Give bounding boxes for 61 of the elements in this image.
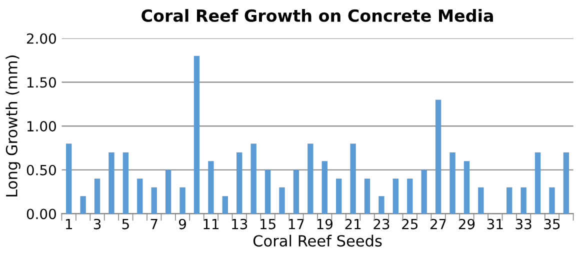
bar (378, 196, 384, 214)
bar (364, 178, 370, 214)
bar (137, 178, 143, 214)
x-tick-label: 29 (458, 218, 475, 230)
bar (66, 144, 72, 214)
x-tick-label: 17 (288, 219, 304, 230)
x-tick-label: 15 (260, 219, 276, 230)
x-tick-label: 3 (94, 218, 101, 230)
x-tick-label: 5 (122, 219, 129, 230)
bar (392, 178, 399, 214)
bar (250, 144, 256, 214)
bar (94, 178, 100, 214)
bar (350, 144, 356, 214)
y-tick-label: 1.50 (27, 77, 56, 88)
bar (336, 178, 342, 214)
x-tick-label: 33 (516, 218, 532, 230)
y-tick-label: 1.00 (27, 121, 56, 132)
bar (534, 152, 541, 214)
bar (435, 100, 442, 214)
bar (450, 152, 456, 214)
bar (322, 161, 328, 214)
bar (478, 187, 484, 214)
bar (407, 178, 413, 214)
x-tick-label: 21 (345, 218, 361, 230)
bar (464, 161, 470, 214)
bar (264, 170, 271, 214)
x-tick-label: 1 (66, 219, 72, 230)
bar (293, 170, 300, 214)
x-tick-label: 13 (232, 218, 248, 230)
bar (222, 196, 228, 214)
x-tick-label: 25 (402, 218, 418, 230)
bar (151, 187, 157, 214)
x-tick-label: 11 (204, 219, 218, 230)
bar (194, 56, 200, 214)
x-tick-label: 31 (487, 218, 503, 230)
x-axis-title: Coral Reef Seeds (253, 234, 382, 247)
x-tick-label: 9 (178, 218, 186, 230)
x-tick-label: 35 (544, 218, 560, 230)
bar (520, 187, 526, 214)
chart-title: Coral Reef Growth on Concrete Media (142, 9, 493, 22)
bar (236, 152, 242, 214)
y-tick-label: 0.00 (26, 208, 56, 220)
x-tick-label: 7 (150, 219, 158, 230)
bar (549, 187, 555, 214)
bar (563, 152, 570, 214)
y-axis-title: Long Growth (mm) (6, 56, 20, 196)
bar (421, 170, 427, 214)
bar (165, 170, 172, 214)
bar (279, 187, 285, 214)
bar (180, 187, 186, 214)
x-tick-label: 19 (317, 218, 332, 230)
x-tick-label: 27 (430, 218, 446, 230)
bar (506, 187, 512, 214)
bar (208, 161, 214, 214)
y-tick-label: 0.50 (26, 164, 56, 176)
bar (122, 152, 129, 214)
y-tick-label: 2.00 (26, 33, 56, 44)
bar (80, 196, 86, 214)
x-tick-label: 23 (374, 218, 390, 230)
bar (108, 152, 114, 214)
bar (308, 144, 314, 214)
